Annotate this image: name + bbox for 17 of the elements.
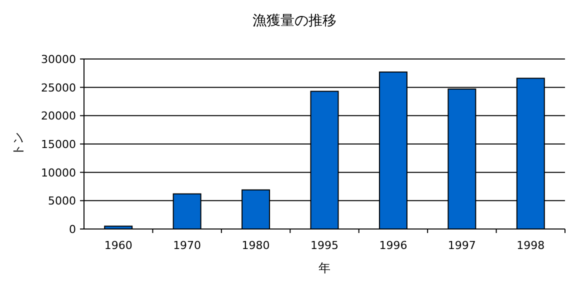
y-axis-title: トン <box>11 132 25 156</box>
x-tick-label: 1970 <box>173 239 202 252</box>
y-tick-label: 20000 <box>41 110 76 123</box>
y-tick-label: 0 <box>69 223 76 236</box>
x-tick-label: 1995 <box>310 239 338 252</box>
y-tick-label: 25000 <box>41 81 76 94</box>
x-tick-label: 1997 <box>448 239 476 252</box>
x-tick-label: 1960 <box>104 239 132 252</box>
x-axis-title: 年 <box>318 261 330 275</box>
y-tick-label: 10000 <box>41 166 76 180</box>
x-tick-label: 1980 <box>242 239 270 252</box>
chart-title: 漁獲量の推移 <box>252 13 336 29</box>
x-tick-label: 1996 <box>379 239 408 252</box>
x-tick-label: 1998 <box>516 239 545 252</box>
y-tick-label: 30000 <box>41 53 76 66</box>
y-tick-label: 5000 <box>48 194 76 208</box>
y-tick-label: 15000 <box>41 138 76 151</box>
